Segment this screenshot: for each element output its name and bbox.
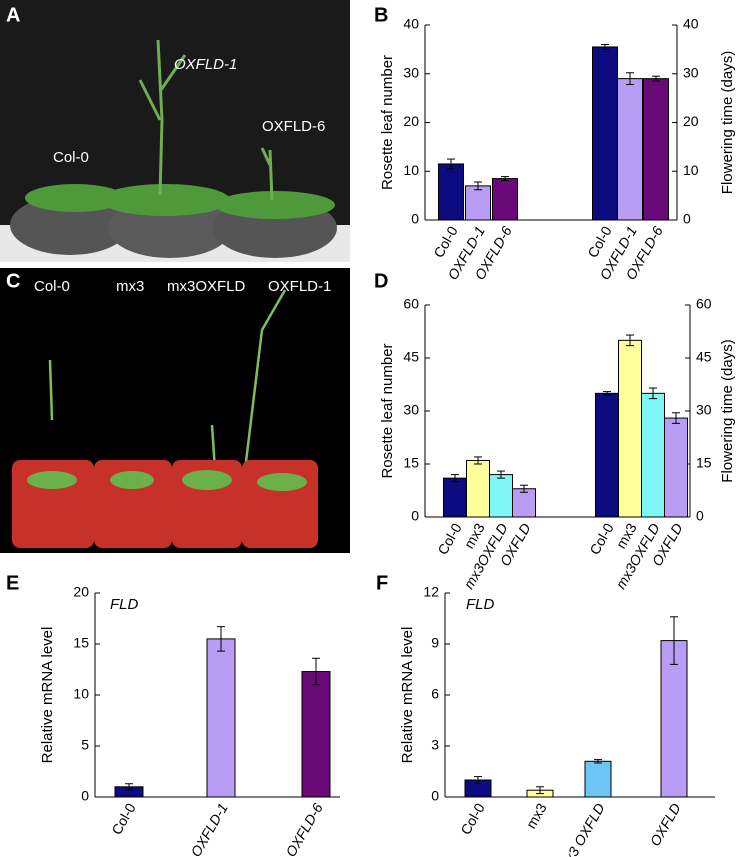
photo-a: A Col-0 OXFLD-1 OXFLD-6	[0, 0, 350, 262]
stem	[138, 39, 187, 196]
y-tick-label: 0	[431, 788, 439, 804]
photo-label: OXFLD-1	[174, 56, 237, 73]
y2-tick-label: 40	[683, 16, 699, 32]
bar	[465, 185, 491, 221]
panel-label: E	[6, 572, 19, 594]
bar	[643, 78, 669, 221]
bar	[660, 640, 688, 798]
bar	[584, 760, 612, 798]
x-tick-label: OXFLD-6	[282, 800, 326, 857]
annotation: FLD	[466, 596, 495, 613]
rosette	[100, 184, 230, 216]
y-tick-label: 15	[403, 455, 419, 471]
y-tick-label: 10	[73, 686, 89, 702]
stem	[260, 147, 274, 201]
panel-label: F	[376, 572, 388, 594]
rosette	[182, 470, 232, 490]
y-axis-title: Rosette leaf number	[379, 55, 396, 190]
stem	[48, 289, 287, 471]
x-tick-label: OXFLD-1	[187, 800, 230, 857]
bar	[664, 417, 688, 518]
bar	[617, 78, 643, 221]
bar	[489, 474, 513, 518]
x-tick-label: Col-0	[586, 520, 617, 557]
bar	[595, 392, 619, 518]
y-tick-label: 20	[403, 113, 419, 129]
x-tick-label: mx3	[523, 800, 550, 831]
bar	[512, 488, 536, 518]
y2-tick-label: 0	[696, 508, 704, 524]
y-axis-title: Relative mRNA level	[39, 627, 56, 764]
bar	[438, 163, 464, 221]
y-tick-label: 12	[423, 584, 439, 600]
y-tick-label: 0	[411, 211, 419, 227]
bar	[466, 459, 490, 518]
y2-tick-label: 30	[683, 64, 699, 80]
bar	[592, 46, 618, 221]
y2-tick-label: 20	[683, 113, 699, 129]
panel-label: D	[374, 270, 388, 292]
y2-tick-label: 30	[696, 402, 712, 418]
x-tick-label: mx3 OXFLD	[555, 800, 607, 857]
y-tick-label: 10	[403, 162, 419, 178]
y2-axis-title: Flowering time (days)	[719, 51, 736, 194]
rosette	[27, 471, 77, 489]
y-tick-label: 6	[431, 686, 439, 702]
y-axis-title: Relative mRNA level	[399, 627, 416, 764]
photo-label: OXFLD-6	[262, 118, 325, 135]
bar	[206, 638, 236, 798]
y-tick-label: 20	[73, 584, 89, 600]
annotation: FLD	[110, 596, 139, 613]
y-tick-label: 3	[431, 737, 439, 753]
y-tick-label: 60	[403, 296, 419, 312]
bar	[301, 671, 331, 798]
y-tick-label: 0	[411, 508, 419, 524]
y-tick-label: 30	[403, 402, 419, 418]
x-tick-label: Col-0	[108, 800, 139, 837]
rosette	[25, 184, 125, 212]
y-tick-label: 0	[81, 788, 89, 804]
y-tick-label: 9	[431, 635, 439, 651]
y2-tick-label: 15	[696, 455, 712, 471]
y-tick-label: 15	[73, 635, 89, 651]
bar	[492, 178, 518, 221]
bar	[618, 339, 642, 518]
y-tick-label: 45	[403, 349, 419, 365]
x-tick-label: Col-0	[434, 520, 465, 557]
rosette	[110, 471, 154, 489]
rosette	[257, 473, 307, 491]
photo-label: mx3	[116, 278, 144, 295]
y-tick-label: 30	[403, 64, 419, 80]
photo-label: mx3OXFLD	[167, 278, 246, 295]
photo-label: Col-0	[53, 149, 89, 166]
photo-label: Col-0	[34, 278, 70, 295]
y2-tick-label: 0	[683, 211, 691, 227]
photo-label: OXFLD-1	[268, 278, 331, 295]
bar	[641, 392, 665, 518]
y-tick-label: 5	[81, 737, 89, 753]
y2-tick-label: 45	[696, 349, 712, 365]
photo-c: C Col-0 mx3 mx3OXFLD OXFLD-1	[0, 268, 350, 553]
y2-tick-label: 10	[683, 162, 699, 178]
y2-tick-label: 60	[696, 296, 712, 312]
rosette	[215, 191, 335, 219]
x-tick-label: Col-0	[457, 800, 488, 837]
panel-label: A	[6, 4, 20, 26]
bar	[443, 477, 467, 518]
x-tick-label: OXFLD	[647, 800, 684, 848]
y-tick-label: 40	[403, 16, 419, 32]
y-axis-title: Rosette leaf number	[379, 343, 396, 478]
panel-label: B	[374, 4, 388, 26]
y2-axis-title: Flowering time (days)	[719, 339, 736, 482]
panel-label: C	[6, 270, 20, 292]
